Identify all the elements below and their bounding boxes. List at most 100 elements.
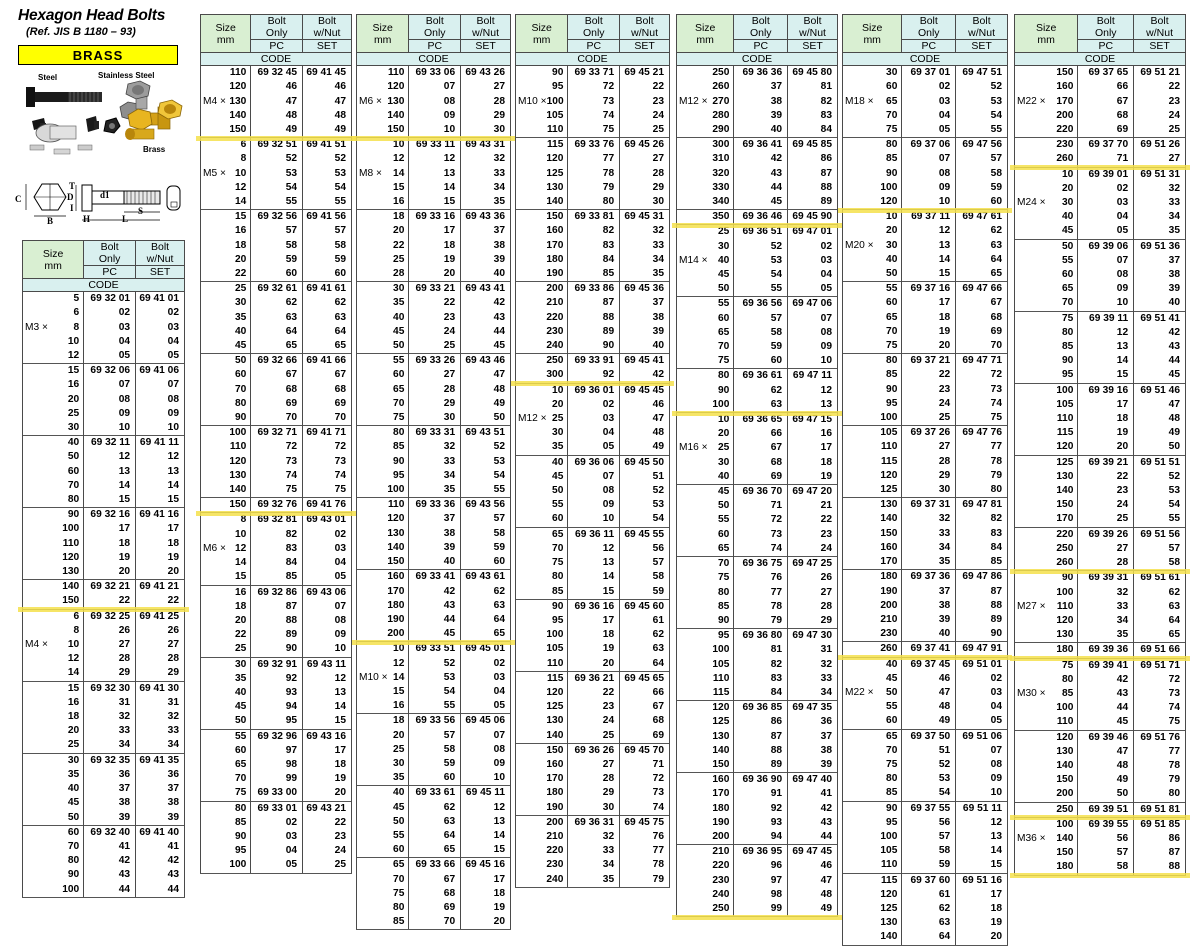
code-set: 69 51 26 [1133, 137, 1186, 153]
code-pc: 52 [901, 757, 957, 773]
code-pc: 37 [901, 584, 957, 599]
code-set: 69 47 91 [955, 641, 1008, 658]
table-row: 330 44 88 [675, 180, 838, 196]
table-row: M4 × 10 27 27 [21, 638, 185, 653]
group-separator-highlight [838, 207, 1012, 213]
table-row: 105 58 14 [841, 844, 1008, 859]
table-row: 250 69 33 91 69 45 41 [514, 353, 670, 369]
code-pc: 05 [1077, 224, 1135, 240]
table-row: 85 07 57 [841, 152, 1008, 167]
code-pc: 44 [1077, 701, 1135, 716]
size-cell: M8 × 14 [355, 166, 410, 181]
code-pc: 69 39 51 [1077, 801, 1135, 818]
code-pc: 58 [250, 238, 304, 253]
table-row: 30 69 37 01 69 47 51 [841, 65, 1008, 81]
code-pc: 28 [567, 772, 621, 787]
size-cell: 30 [675, 239, 735, 254]
code-set: 39 [460, 252, 511, 268]
table-row: 16 55 05 [355, 699, 511, 714]
code-set: 45 [1133, 368, 1186, 384]
size-cell: 25 [355, 252, 410, 268]
size-cell: 150 [355, 123, 410, 138]
size-cell: 70 [21, 839, 85, 855]
code-pc: 69 33 26 [408, 353, 462, 369]
code-set: 27 [460, 80, 511, 95]
code-pc: 37 [408, 512, 462, 527]
size-cell: 55 [841, 281, 903, 297]
code-set: 69 51 36 [1133, 238, 1186, 254]
table-row: M10 × 14 53 03 [355, 670, 511, 685]
size-cell: 170 [841, 555, 903, 570]
table-row: 240 35 79 [514, 872, 670, 888]
code-table-col4: Size mm Bolt Only Bolt w/Nut PC SET CODE 90 69 33 … [514, 13, 670, 888]
table-row: 55 69 36 56 69 47 06 [675, 296, 838, 312]
table-row: 110 59 15 [841, 858, 1008, 874]
code-set: 69 47 11 [787, 368, 838, 384]
code-pc: 87 [733, 729, 789, 744]
code-pc: 69 32 11 [83, 435, 137, 451]
size-cell: 220 [1013, 123, 1079, 138]
code-set: 34 [619, 252, 670, 268]
code-set: 38 [460, 238, 511, 253]
size-cell: 20 [199, 252, 252, 268]
code-pc: 29 [408, 396, 462, 412]
size-cell: 65 [675, 325, 735, 341]
size-cell: M10 × 100 [514, 94, 569, 109]
size-cell: 125 [514, 700, 569, 715]
thread-size-label: M16 × [679, 442, 708, 454]
table-row: 50 55 05 [675, 282, 838, 297]
code-set: 41 [135, 839, 185, 855]
table-row: 20 08 08 [21, 392, 185, 407]
code-pc: 26 [83, 623, 137, 639]
code-table-col2: Size mm Bolt Only Bolt w/Nut PC SET CODE 110 69 32… [199, 13, 352, 874]
code-pc: 03 [1077, 196, 1135, 211]
code-pc: 49 [901, 714, 957, 730]
size-cell: 80 [841, 137, 903, 153]
size-cell: 70 [841, 743, 903, 758]
table-row: 22 60 60 [199, 267, 352, 282]
code-pc: 78 [733, 599, 789, 614]
code-set: 42 [135, 854, 185, 869]
size-cell: 30 [21, 421, 85, 436]
code-pc: 03 [901, 94, 957, 109]
size-cell: 70 [21, 478, 85, 494]
code-set: 36 [787, 715, 838, 730]
code-pc: 29 [567, 786, 621, 801]
header-set: SET [1133, 39, 1186, 54]
table-row: 120 77 27 [514, 152, 670, 167]
table-row: 80 53 09 [841, 772, 1008, 787]
size-cell: 95 [675, 628, 735, 644]
code-pc: 14 [901, 252, 957, 268]
size-cell: 80 [841, 353, 903, 369]
code-set: 03 [302, 541, 352, 557]
table-row: 75 20 70 [841, 339, 1008, 354]
table-row: M5 × 10 53 53 [199, 166, 352, 181]
size-cell: 18 [199, 238, 252, 253]
code-pc: 20 [408, 267, 462, 282]
size-cell: 90 [1013, 354, 1079, 369]
code-pc: 25 [567, 728, 621, 744]
size-cell: 85 [355, 440, 410, 455]
size-cell: 230 [1013, 137, 1079, 153]
table-row: 150 33 83 [841, 526, 1008, 541]
code-pc: 73 [567, 94, 621, 109]
code-set: 87 [955, 584, 1008, 599]
code-pc: 04 [83, 334, 137, 349]
table-row: 70 68 68 [199, 382, 352, 397]
code-pc: 18 [408, 238, 462, 253]
code-pc: 19 [83, 550, 137, 566]
code-pc: 22 [1077, 469, 1135, 485]
code-pc: 20 [1077, 440, 1135, 456]
group-separator-highlight [672, 222, 842, 228]
size-cell: 130 [1013, 744, 1079, 759]
code-pc: 69 33 66 [408, 857, 462, 873]
code-pc: 83 [733, 671, 789, 686]
code-pc: 31 [83, 695, 137, 711]
table-row: 120 29 79 [841, 468, 1008, 484]
thread-size-label: M12 × [518, 413, 547, 425]
size-cell: 50 [199, 714, 252, 730]
table-row: M8 × 14 13 33 [355, 166, 511, 181]
code-pc: 14 [83, 478, 137, 494]
size-cell: 115 [841, 872, 903, 888]
code-pc: 63 [250, 310, 304, 325]
